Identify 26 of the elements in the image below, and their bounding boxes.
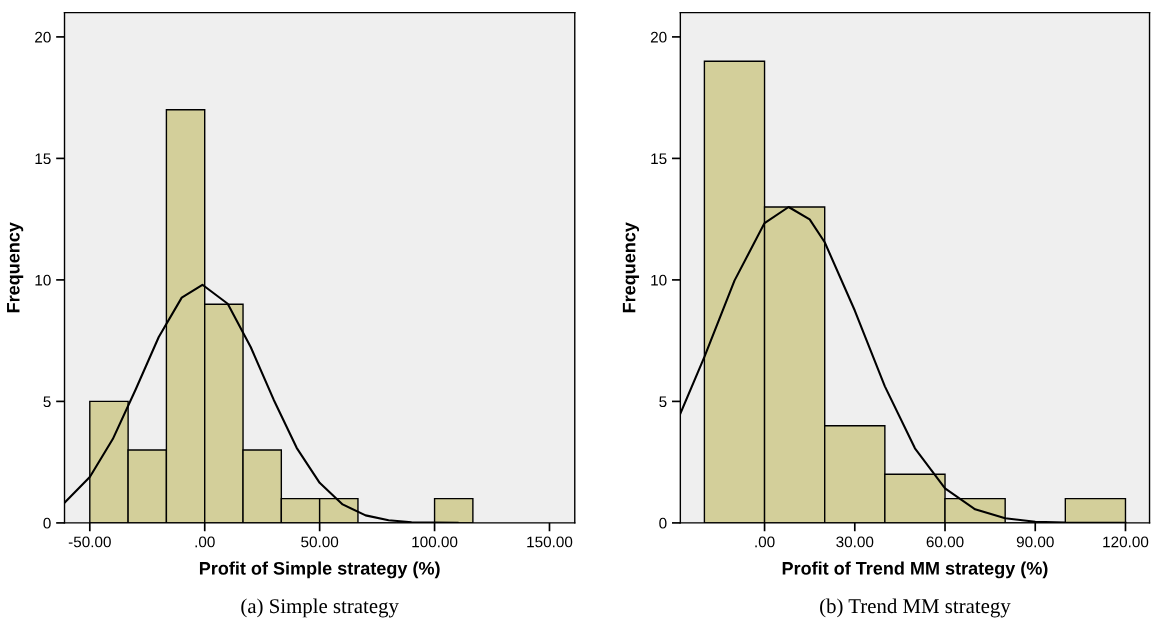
y-tick-label: 20 xyxy=(650,31,667,43)
x-tick-label: 60.00 xyxy=(926,536,964,548)
y-tick-label: 10 xyxy=(651,274,667,286)
x-tick-label: 50.00 xyxy=(301,536,339,548)
x-tick-label: .00 xyxy=(755,536,775,548)
x-tick-label: 30.00 xyxy=(836,536,874,548)
x-tick-label: 120.00 xyxy=(1103,536,1149,548)
x-tick-label: 100.00 xyxy=(412,536,458,548)
y-tick-label: 0 xyxy=(659,517,667,529)
y-tick-label: 5 xyxy=(43,396,51,408)
y-tick-label: 5 xyxy=(659,396,667,408)
y-tick-label: 20 xyxy=(35,31,51,43)
y-tick-label: 0 xyxy=(43,517,51,529)
x-tick-label: .00 xyxy=(195,536,215,548)
x-axis-title: Profit of Trend MM strategy (%) xyxy=(782,561,1048,579)
text: (b) Trend MM strategy xyxy=(820,598,1011,618)
x-axis-title: Profit of Simple strategy (%) xyxy=(199,561,440,579)
text: (a) Simple strategy xyxy=(241,598,399,618)
y-tick-label: 10 xyxy=(35,274,51,286)
y-tick-label: 15 xyxy=(651,153,667,165)
x-tick-label: 90.00 xyxy=(1016,536,1054,548)
y-tick-label: 15 xyxy=(35,153,51,165)
x-tick-label: -50.00 xyxy=(68,536,111,548)
x-tick-label: 150.00 xyxy=(527,536,573,548)
y-axis-title: Frequency xyxy=(7,222,24,313)
y-axis-title: Frequency xyxy=(622,222,640,313)
